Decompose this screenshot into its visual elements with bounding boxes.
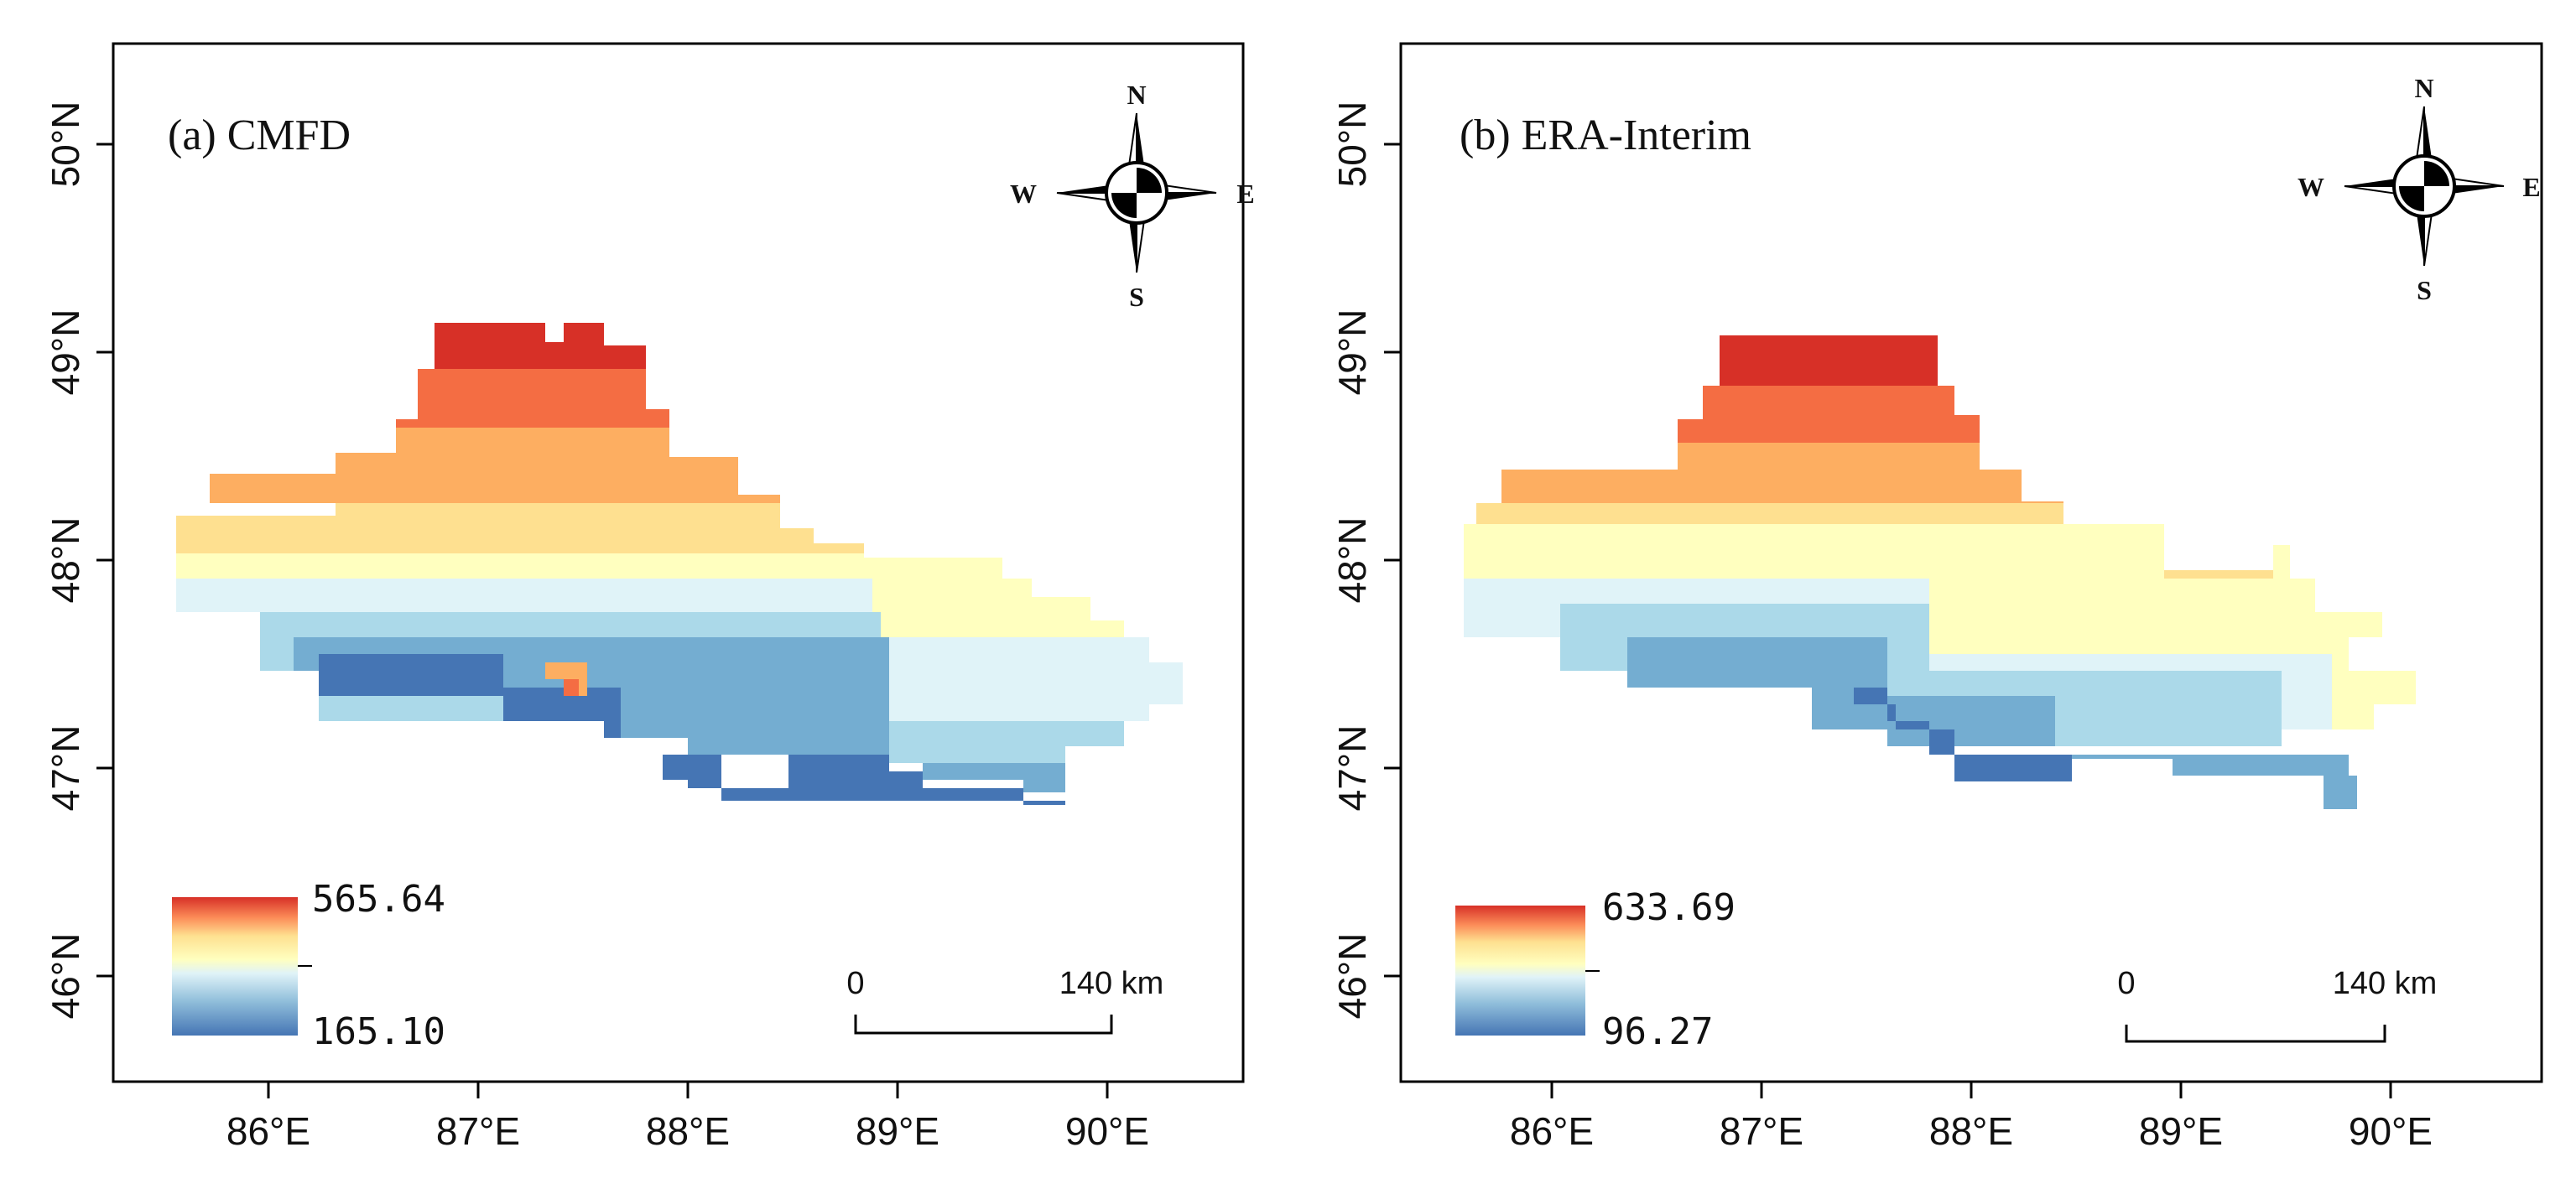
compass-west-a: W (1010, 179, 1037, 209)
y-tick-label-a-50: 50°N (44, 101, 87, 188)
x-tick-label-b-86: 86°E (1510, 1109, 1594, 1153)
y-tick-label-a-47: 47°N (44, 725, 87, 812)
x-tick-label-b-88: 88°E (1929, 1109, 2013, 1153)
x-axis-a (267, 1082, 1109, 1098)
y-tick-label-a-48: 48°N (44, 517, 87, 604)
panel-a: 50°N 49°N 48°N 47°N 46°N 86°E 87°E 88°E … (44, 42, 1255, 1153)
scale-bar-b (2125, 1025, 2386, 1043)
y-tick-label-b-47: 47°N (1330, 725, 1374, 812)
raster-band-a-orange (396, 369, 669, 436)
raster-region-b (1464, 335, 2416, 809)
raster-band-a-blue (294, 637, 1065, 792)
x-tick-label-b-87: 87°E (1720, 1109, 1803, 1153)
y-tick-label-a-46: 46°N (44, 933, 87, 1020)
raster-band-b-blue (1627, 637, 2349, 776)
x-tick-label-a-86: 86°E (226, 1109, 310, 1153)
scale-start-b: 0 (2117, 966, 2135, 1001)
scale-end-b: 140 km (2333, 966, 2438, 1001)
raster-band-b-orange (1678, 386, 1980, 449)
compass-b (2344, 106, 2505, 267)
legend-max-b: 633.69 (1602, 886, 1736, 929)
scale-start-a: 0 (846, 966, 864, 1001)
compass-a (1056, 112, 1217, 273)
y-axis-b (1384, 143, 1401, 978)
raster-patch-a-red (564, 679, 579, 696)
panel-title-a: (a) CMFD (168, 112, 351, 159)
compass-north-b: N (2414, 73, 2433, 103)
x-tick-label-a-88: 88°E (646, 1109, 730, 1153)
x-tick-label-a-89: 89°E (856, 1109, 939, 1153)
compass-west-b: W (2298, 172, 2324, 202)
raster-band-a-lightorange (210, 428, 780, 520)
legend-ramp-a (172, 897, 298, 1036)
raster-band-a-peach (176, 503, 864, 562)
panel-title-b: (b) ERA-Interim (1460, 112, 1751, 159)
raster-band-a-deepblue (319, 654, 1065, 805)
x-axis-b (1550, 1082, 2392, 1098)
raster-band-b-deepblue (1854, 688, 2072, 781)
x-tick-label-b-90: 90°E (2349, 1109, 2433, 1153)
y-tick-label-b-49: 49°N (1330, 309, 1374, 396)
x-tick-label-a-87: 87°E (436, 1109, 520, 1153)
raster-region-a (176, 323, 1183, 805)
raster-band-a-cream (176, 553, 1124, 637)
legend-ramp-b (1455, 906, 1585, 1036)
x-tick-label-b-89: 89°E (2139, 1109, 2223, 1153)
legend-min-b: 96.27 (1602, 1010, 1713, 1053)
y-tick-label-a-49: 49°N (44, 309, 87, 396)
y-axis-a (96, 143, 113, 978)
legend-max-a: 565.64 (312, 878, 445, 921)
x-tick-label-a-90: 90°E (1065, 1109, 1149, 1153)
y-tick-label-b-50: 50°N (1330, 101, 1374, 188)
y-tick-label-b-46: 46°N (1330, 933, 1374, 1020)
compass-south-b: S (2417, 275, 2432, 305)
raster-band-b-red (1720, 335, 1938, 392)
y-tick-label-b-48: 48°N (1330, 517, 1374, 604)
compass-south-a: S (1129, 282, 1144, 312)
raster-patch-b-tip (2324, 776, 2357, 809)
panel-b: 50°N 49°N 48°N 47°N 46°N 86°E 87°E 88°E … (1330, 42, 2543, 1153)
compass-east-b: E (2522, 172, 2540, 202)
scale-end-a: 140 km (1059, 966, 1164, 1001)
compass-east-a: E (1236, 179, 1254, 209)
compass-north-a: N (1127, 80, 1146, 110)
scale-bar-a (854, 1015, 1113, 1035)
legend-min-a: 165.10 (312, 1010, 445, 1053)
